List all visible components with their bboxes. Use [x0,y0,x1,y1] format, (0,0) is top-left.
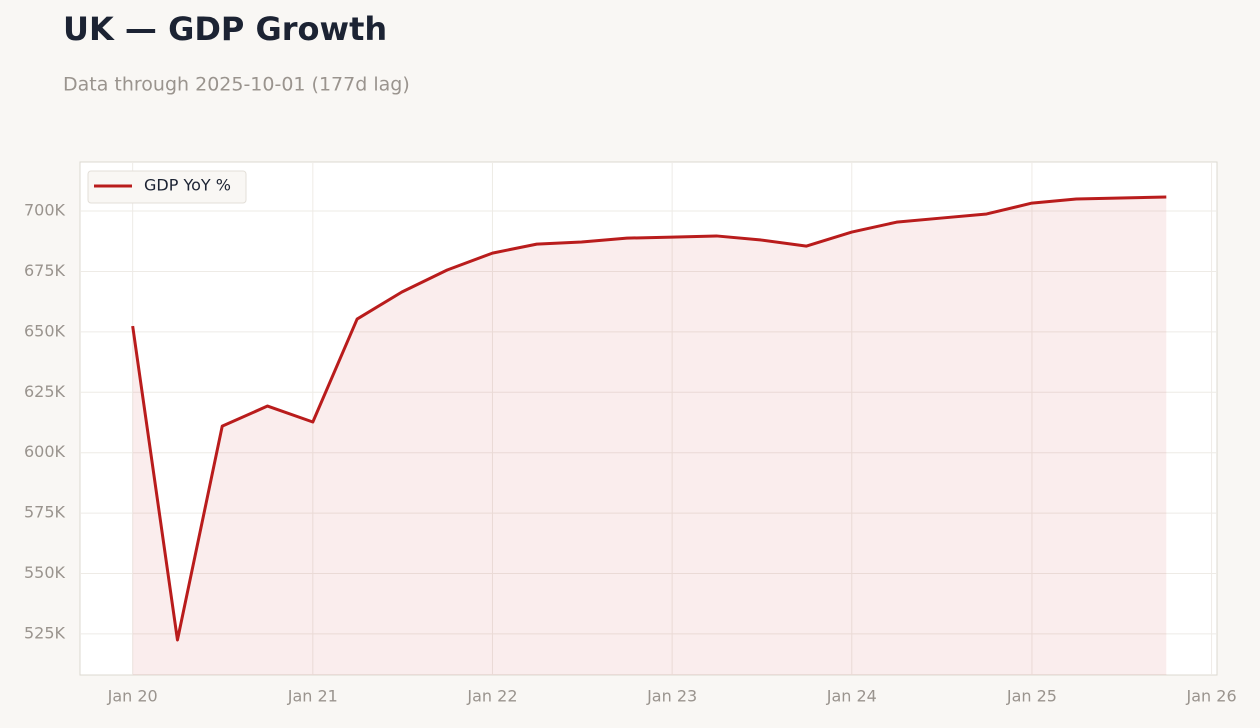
x-tick-label: Jan 24 [826,687,877,706]
chart-subtitle: Data through 2025-10-01 (177d lag) [63,74,410,96]
y-tick-label: 675K [24,261,66,280]
area [132,197,1167,675]
chart-title: UK — GDP Growth [63,10,387,48]
line [131,195,1167,642]
y-tick-label: 575K [24,503,66,522]
y-tick-label: 650K [24,321,66,340]
y-tick-label: 525K [24,623,66,642]
x-tick-label: Jan 26 [1186,687,1237,706]
legend-label: GDP YoY % [144,176,231,195]
legend: GDP YoY % [87,170,247,204]
y-tick-label: 700K [24,201,66,220]
x-tick-label: Jan 23 [646,687,697,706]
y-tick-label: 625K [24,382,66,401]
y-tick-label: 600K [24,442,66,461]
legend-box [87,170,247,204]
y-tick-label: 550K [24,563,66,582]
plot-area [79,161,1218,676]
x-tick-label: Jan 22 [466,687,517,706]
x-tick-label: Jan 21 [287,687,338,706]
x-tick-label: Jan 20 [107,687,158,706]
x-tick-label: Jan 25 [1006,687,1057,706]
